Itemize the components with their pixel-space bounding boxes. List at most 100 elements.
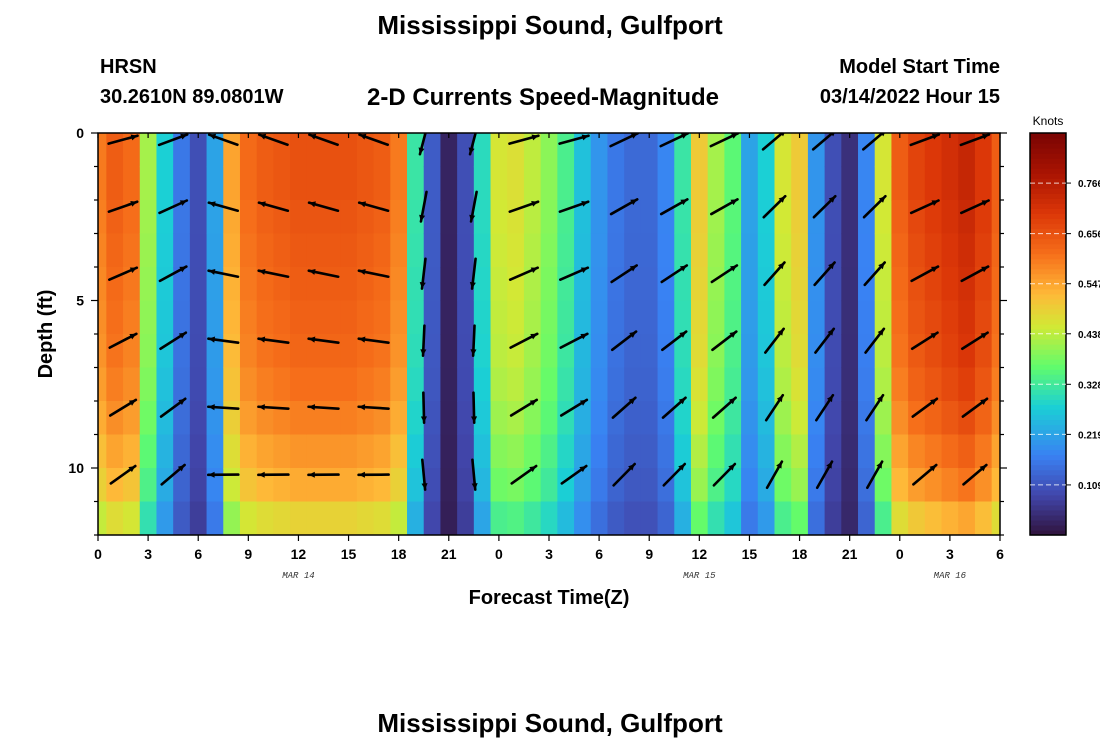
heatmap-cell	[173, 200, 191, 235]
x-tick-label: 6	[996, 546, 1004, 562]
heatmap-cell	[741, 200, 759, 235]
heatmap-cell	[607, 133, 625, 168]
heatmap-cell	[590, 334, 609, 369]
heatmap-cell	[757, 300, 776, 335]
current-arrow	[711, 396, 737, 419]
heatmap-cell	[340, 267, 358, 302]
heatmap-cell	[640, 434, 659, 469]
y-tick-label: 0	[76, 125, 84, 141]
heatmap-cell	[741, 233, 759, 268]
heatmap-cell	[356, 166, 375, 201]
colorbar-unit: Knots	[1033, 114, 1064, 128]
heatmap-cell	[356, 434, 375, 469]
heatmap-cell	[457, 300, 475, 335]
heatmap-cell	[908, 401, 926, 436]
heatmap-cell	[958, 434, 976, 469]
heatmap-cell	[724, 334, 742, 369]
x-tick-label: 21	[441, 546, 457, 562]
heatmap-cell	[958, 300, 976, 335]
heatmap-cell	[924, 133, 943, 168]
heatmap-cell	[858, 367, 876, 402]
chart-title: Mississippi Sound, Gulfport	[377, 10, 723, 40]
heatmap-cell	[574, 501, 592, 535]
heatmap-cell	[590, 434, 609, 469]
heatmap-cell	[356, 233, 375, 268]
current-arrow	[815, 393, 835, 422]
current-arrow	[508, 134, 540, 145]
heatmap-cell	[624, 200, 642, 235]
current-arrow	[307, 201, 340, 213]
heatmap-cell	[306, 468, 325, 503]
heatmap-cell	[924, 200, 943, 235]
heatmap-cell	[373, 367, 391, 402]
heatmap-cell	[523, 200, 542, 235]
heatmap-cell	[640, 166, 659, 201]
heatmap-cell	[323, 334, 341, 369]
date-label: MAR 16	[934, 571, 967, 581]
heatmap-cell	[507, 166, 525, 201]
heatmap-cell	[507, 367, 525, 402]
heatmap-cell	[206, 233, 224, 268]
heatmap-cell	[123, 300, 141, 335]
heatmap-cell	[557, 267, 575, 302]
y-axis-title: Depth (ft)	[35, 290, 57, 379]
heatmap-cell	[690, 334, 709, 369]
heatmap-cell	[724, 133, 742, 168]
current-arrow	[160, 463, 186, 486]
heatmap-cell	[523, 367, 542, 402]
heatmap-cell	[523, 166, 542, 201]
current-arrow	[471, 391, 478, 424]
current-vector-arrows	[107, 133, 991, 491]
heatmap-cell	[98, 300, 107, 335]
heatmap-cell	[523, 501, 542, 535]
current-arrow	[207, 133, 239, 147]
current-arrow	[207, 336, 240, 344]
heatmap-cell	[523, 434, 542, 469]
heatmap-cell	[340, 166, 358, 201]
x-axis-title: Forecast Time(Z)	[469, 587, 630, 609]
heatmap-cell	[757, 367, 776, 402]
heatmap-cell	[707, 367, 725, 402]
heatmap-cell	[98, 233, 107, 268]
heatmap-cell	[390, 334, 408, 369]
heatmap-cell	[523, 334, 542, 369]
heatmap-cell	[958, 468, 976, 503]
heatmap-cell	[189, 401, 208, 436]
current-arrow	[357, 471, 390, 478]
heatmap-cell	[590, 367, 609, 402]
heatmap-cell	[891, 367, 909, 402]
heatmap-cell	[457, 166, 475, 201]
heatmap-cell	[223, 300, 241, 335]
heatmap-cell	[858, 300, 876, 335]
current-arrow	[711, 330, 738, 352]
model-start-label: Model Start Time	[839, 56, 1000, 78]
current-arrow	[307, 268, 340, 279]
heatmap-cell	[440, 367, 458, 402]
heatmap-cell	[156, 300, 174, 335]
heatmap-cell	[974, 501, 993, 535]
heatmap-cell	[239, 401, 258, 436]
heatmap-cell	[557, 334, 575, 369]
heatmap-cell	[557, 468, 575, 503]
current-arrow	[764, 327, 785, 354]
heatmap-cell	[256, 334, 274, 369]
current-arrow	[257, 133, 289, 147]
heatmap-cell	[991, 267, 1000, 302]
heatmap-cell	[123, 401, 141, 436]
heatmap-cell	[490, 233, 508, 268]
heatmap-cell	[106, 334, 124, 369]
current-arrow	[419, 190, 428, 223]
heatmap-cell	[824, 200, 842, 235]
heatmap-cell	[423, 267, 442, 302]
current-arrow	[558, 200, 590, 213]
colorbar-tick-label: 0.766	[1078, 179, 1100, 190]
heatmap-cell	[924, 334, 943, 369]
heatmap-cell	[874, 334, 893, 369]
heatmap-cell	[774, 367, 792, 402]
heatmap-cell	[306, 501, 325, 535]
heatmap-cell	[290, 233, 308, 268]
heatmap-cell	[574, 367, 592, 402]
heatmap-cell	[557, 367, 575, 402]
current-arrow	[257, 201, 290, 213]
heatmap-cell	[473, 334, 492, 369]
